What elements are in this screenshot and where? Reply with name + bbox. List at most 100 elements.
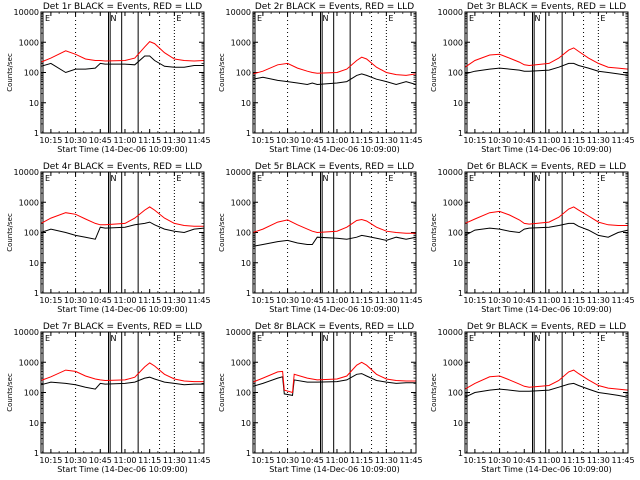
x-tick-label: 11:45 [612, 456, 635, 465]
events-series-line [252, 373, 416, 396]
marker-label: E [388, 334, 393, 343]
y-tick-label: 10000 [14, 328, 39, 337]
x-tick-label: 11:00 [537, 456, 560, 465]
y-tick-label: 100 [448, 229, 463, 238]
x-tick-label: 10:45 [301, 136, 324, 145]
y-tick-label: 10000 [226, 168, 251, 177]
x-tick-label: 10:45 [301, 296, 324, 305]
marker-label: N [323, 334, 329, 343]
y-tick-label: 10 [241, 259, 251, 268]
plot-frame [40, 11, 205, 134]
x-tick-label: 11:00 [113, 296, 136, 305]
marker-label: E [257, 174, 262, 183]
y-tick-label: 1000 [231, 358, 251, 367]
x-axis-label: Start Time (14-Dec-06 10:09:00) [57, 465, 188, 474]
panel-det-6: Det 6r BLACK = Events, RED = LLD Counts/s… [430, 162, 635, 314]
marker-label: E [176, 334, 181, 343]
lld-series-line [40, 206, 204, 227]
marker-label: N [111, 334, 117, 343]
y-tick-label: 1000 [231, 198, 251, 207]
panel-det-3: Det 3r BLACK = Events, RED = LLD Counts/s… [430, 2, 635, 154]
x-tick-label: 11:15 [562, 456, 585, 465]
panel-det-4: Det 4r BLACK = Events, RED = LLD Counts/s… [6, 162, 211, 314]
x-axis-label: Start Time (14-Dec-06 10:09:00) [481, 145, 612, 154]
y-axis-label: Counts/sec [430, 53, 438, 92]
y-tick-label: 1 [246, 449, 251, 458]
x-tick-label: 11:30 [587, 296, 610, 305]
x-tick-label: 10:15 [463, 456, 486, 465]
y-tick-label: 10000 [14, 168, 39, 177]
panel-title: Det 6r BLACK = Events, RED = LLD [467, 162, 626, 172]
marker-label: E [600, 334, 605, 343]
y-tick-label: 100 [236, 69, 251, 78]
y-tick-label: 10000 [438, 8, 463, 17]
panel-title: Det 8r BLACK = Events, RED = LLD [255, 322, 414, 332]
y-tick-label: 100 [24, 69, 39, 78]
y-tick-label: 1 [458, 449, 463, 458]
x-tick-label: 10:15 [251, 456, 274, 465]
y-tick-label: 1 [34, 289, 39, 298]
x-tick-label: 10:45 [89, 456, 112, 465]
lld-series-line [252, 218, 416, 234]
events-series-line [464, 62, 629, 76]
marker-label: E [600, 14, 605, 23]
y-axis-label: Counts/sec [430, 213, 438, 252]
marker-label: E [388, 14, 393, 23]
y-axis-label: Counts/sec [218, 53, 226, 92]
marker-label: N [111, 14, 117, 23]
x-tick-label: 10:30 [488, 296, 511, 305]
x-tick-label: 11:30 [587, 136, 610, 145]
panel-det-1: Det 1r BLACK = Events, RED = LLD Counts/s… [6, 2, 211, 154]
x-tick-label: 11:45 [400, 456, 423, 465]
y-axis-label: Counts/sec [218, 213, 226, 252]
x-tick-label: 11:00 [325, 296, 348, 305]
events-series-line [252, 73, 417, 86]
x-tick-label: 10:30 [276, 456, 299, 465]
plot-frame [40, 331, 205, 454]
y-tick-label: 1000 [19, 198, 39, 207]
lld-series-line [464, 369, 629, 391]
x-tick-label: 11:15 [562, 296, 585, 305]
plot-frame [252, 171, 417, 294]
x-tick-label: 11:30 [375, 296, 398, 305]
y-tick-label: 100 [448, 389, 463, 398]
marker-label: E [257, 14, 262, 23]
y-axis-label: Counts/sec [6, 213, 14, 252]
x-tick-label: 11:15 [562, 136, 585, 145]
x-tick-label: 10:15 [251, 296, 274, 305]
lld-series-line [252, 361, 416, 394]
x-axis-label: Start Time (14-Dec-06 10:09:00) [269, 465, 400, 474]
x-tick-label: 10:45 [301, 456, 324, 465]
x-tick-label: 11:45 [188, 456, 211, 465]
marker-label: E [176, 14, 181, 23]
x-tick-label: 11:00 [537, 296, 560, 305]
marker-label: N [535, 174, 541, 183]
x-tick-label: 11:45 [188, 296, 211, 305]
events-series-line [252, 234, 417, 247]
events-series-line [40, 376, 204, 390]
x-tick-label: 11:30 [375, 136, 398, 145]
y-tick-label: 1000 [443, 198, 463, 207]
x-tick-label: 10:15 [463, 136, 486, 145]
x-tick-label: 11:30 [163, 296, 186, 305]
panel-det-5: Det 5r BLACK = Events, RED = LLD Counts/s… [218, 162, 423, 314]
marker-label: E [600, 174, 605, 183]
x-tick-label: 11:45 [612, 136, 635, 145]
marker-label: E [469, 334, 474, 343]
panel-title: Det 5r BLACK = Events, RED = LLD [255, 162, 414, 172]
panel-title: Det 2r BLACK = Events, RED = LLD [255, 2, 414, 12]
x-tick-label: 11:00 [113, 456, 136, 465]
y-axis-label: Counts/sec [430, 373, 438, 412]
x-tick-label: 11:15 [138, 136, 161, 145]
plot-frame [464, 11, 629, 134]
panel-title: Det 3r BLACK = Events, RED = LLD [467, 2, 626, 12]
panel-det-9: Det 9r BLACK = Events, RED = LLD Counts/s… [430, 322, 635, 474]
marker-label: E [45, 174, 50, 183]
events-series-line [40, 221, 205, 240]
x-tick-label: 10:30 [488, 136, 511, 145]
events-series-line [40, 55, 204, 74]
marker-label: E [388, 174, 393, 183]
marker-label: N [111, 174, 117, 183]
panel-det-8: Det 8r BLACK = Events, RED = LLD Counts/s… [218, 322, 423, 474]
y-tick-label: 1000 [231, 38, 251, 47]
